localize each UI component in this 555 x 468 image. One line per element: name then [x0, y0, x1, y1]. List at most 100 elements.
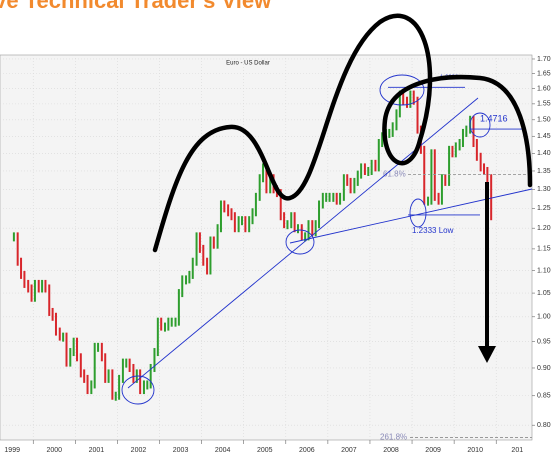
- price-bar: [427, 196, 430, 206]
- price-bar: [423, 145, 426, 205]
- price-bar: [198, 232, 201, 253]
- price-bar: [296, 224, 299, 234]
- price-bar: [475, 139, 478, 161]
- price-bar: [479, 152, 482, 172]
- price-bar: [33, 279, 36, 302]
- header-title: ive Technical Trader's View: [0, 0, 272, 13]
- price-bar: [244, 216, 247, 233]
- price-bar: [437, 192, 440, 205]
- price-bar: [454, 142, 457, 158]
- price-bar: [304, 232, 307, 242]
- x-tick-label: 2003: [173, 447, 189, 454]
- price-bar: [97, 342, 100, 352]
- price-bar: [332, 192, 335, 202]
- price-bar: [262, 163, 265, 183]
- price-bar: [188, 270, 191, 284]
- price-bar: [212, 236, 215, 249]
- price-bar: [69, 348, 72, 367]
- y-tick-label: 1.65: [537, 70, 551, 77]
- x-tick-label: 2010: [467, 447, 483, 454]
- price-bar: [314, 220, 317, 237]
- price-bar: [367, 166, 370, 176]
- price-bar: [451, 145, 454, 158]
- price-bar: [51, 307, 54, 321]
- price-bar: [237, 216, 240, 233]
- price-bar: [104, 353, 107, 383]
- price-bar: [174, 317, 177, 327]
- price-bar: [142, 380, 145, 395]
- price-bar: [121, 358, 124, 383]
- x-tick-label: 201: [511, 447, 523, 454]
- price-bar: [395, 109, 398, 131]
- price-bar: [195, 232, 198, 266]
- price-bar: [125, 358, 128, 368]
- price-bar: [163, 322, 166, 332]
- price-bar: [185, 275, 188, 285]
- price-bar: [100, 342, 103, 362]
- price-bar: [293, 212, 296, 233]
- price-bar: [167, 317, 170, 331]
- price-bar: [318, 200, 321, 229]
- level-label: 261.8%: [380, 433, 407, 442]
- price-bar: [440, 174, 443, 205]
- price-bar: [269, 174, 272, 194]
- x-tick-label: 2004: [215, 447, 231, 454]
- price-bar: [20, 257, 23, 279]
- price-bar: [286, 220, 289, 230]
- price-bar: [483, 163, 486, 175]
- price-bar: [65, 332, 68, 367]
- price-bar: [156, 317, 159, 357]
- y-tick-label: 1.40: [537, 150, 551, 157]
- price-bar: [370, 159, 373, 175]
- price-bar: [465, 125, 468, 137]
- price-bar: [202, 244, 205, 266]
- price-bar: [398, 90, 401, 118]
- price-bar: [388, 128, 391, 138]
- price-bar: [430, 149, 433, 205]
- price-bar: [391, 122, 394, 137]
- y-tick-label: 1.10: [537, 267, 551, 274]
- price-bar: [160, 317, 163, 331]
- price-bar: [48, 284, 51, 316]
- price-bar: [37, 279, 40, 293]
- price-bar: [72, 337, 75, 357]
- x-tick-label: 2006: [299, 447, 315, 454]
- plot-area: [0, 54, 533, 441]
- price-bar: [146, 380, 149, 390]
- grid: [0, 55, 532, 440]
- price-bar: [118, 374, 121, 400]
- chart-title: Euro - US Dollar: [226, 61, 270, 67]
- circle-marker: [469, 112, 491, 138]
- price-bar: [216, 224, 219, 249]
- price-bar: [290, 212, 293, 229]
- price-bar: [363, 163, 366, 175]
- y-tick-label: 0.90: [537, 365, 551, 372]
- price-bar: [41, 279, 44, 293]
- price-bar: [490, 174, 493, 221]
- price-bar: [328, 192, 331, 202]
- level-label: 1.2333 Low: [412, 226, 454, 235]
- price-bar: [153, 348, 156, 372]
- x-tick-label: 1999: [4, 447, 20, 454]
- price-bar: [79, 353, 82, 378]
- price-bar: [472, 115, 475, 148]
- price-bar: [139, 369, 142, 395]
- price-bar: [191, 257, 194, 279]
- y-tick-label: 1.25: [537, 205, 551, 212]
- price-bar: [58, 327, 61, 341]
- price-bar: [461, 128, 464, 148]
- price-bar: [93, 342, 96, 389]
- price-bar: [181, 275, 184, 298]
- price-bar: [233, 212, 236, 233]
- x-tick-label: 2007: [341, 447, 357, 454]
- price-bar: [23, 270, 26, 288]
- price-bar: [409, 90, 412, 108]
- price-bar: [54, 312, 57, 336]
- y-tick-label: 0.85: [537, 393, 551, 400]
- y-tick-label: 1.55: [537, 101, 551, 108]
- price-bar: [283, 212, 286, 229]
- x-tick-label: 2009: [425, 447, 441, 454]
- price-bar: [111, 369, 114, 400]
- x-tick-label: 2005: [257, 447, 273, 454]
